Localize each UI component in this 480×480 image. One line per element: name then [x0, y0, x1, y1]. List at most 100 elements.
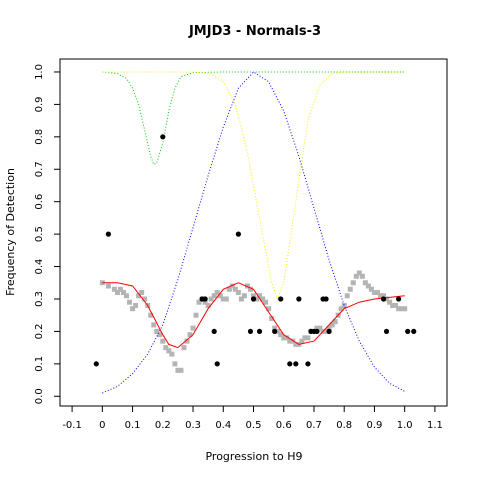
x-tick-label: 0.3 [185, 420, 201, 431]
y-tick-label: 0.9 [34, 96, 45, 112]
gray-data-point [208, 296, 214, 302]
black-data-point [278, 296, 284, 302]
black-data-point [160, 134, 166, 140]
gray-data-point [332, 319, 338, 325]
y-tick-label: 0.3 [34, 291, 45, 307]
chart-title: JMJD3 - Normals-3 [188, 24, 321, 39]
black-data-point [383, 328, 390, 335]
gray-data-point [257, 293, 263, 299]
gray-data-point [151, 322, 157, 328]
gray-data-point [196, 299, 202, 305]
gray-data-point [202, 299, 208, 305]
black-data-point [250, 296, 257, 302]
y-tick-label: 0.2 [34, 323, 45, 339]
gray-data-point [120, 289, 126, 295]
y-tick-label: 0.4 [34, 259, 45, 275]
gray-data-point [381, 293, 387, 299]
gray-data-point [402, 306, 408, 312]
gray-data-point [127, 299, 133, 305]
gray-data-point [299, 338, 305, 344]
gray-data-point [232, 286, 238, 292]
black-data-point [411, 328, 417, 335]
gray-data-point [281, 335, 287, 341]
gray-data-point [356, 270, 362, 276]
gray-data-point [390, 302, 396, 308]
gray-data-point [266, 306, 272, 312]
y-tick-label: 0.6 [34, 194, 45, 210]
gray-data-point [314, 325, 320, 331]
blue-curve [102, 71, 405, 394]
gray-data-point [387, 299, 393, 305]
black-data-point [93, 361, 99, 367]
x-tick-label: 0.1 [125, 420, 141, 431]
x-tick-label: 0.4 [215, 420, 231, 431]
gray-data-point [247, 286, 253, 292]
y-tick-label: 1.0 [34, 64, 45, 80]
y-tick-label: 0.7 [34, 161, 45, 177]
gray-data-point [244, 283, 250, 289]
gray-data-point [399, 306, 405, 312]
gray-data-point [305, 335, 311, 341]
gray-data-point [211, 293, 217, 299]
x-tick-label: 0.8 [336, 420, 352, 431]
black-data-point [247, 328, 254, 335]
gray-data-point [133, 302, 139, 308]
y-tick-label: 0.8 [34, 129, 45, 145]
gray-data-point [251, 293, 256, 299]
x-tick-label: 0.5 [246, 420, 262, 431]
x-tick-label: 1.0 [397, 420, 413, 431]
series-layer [93, 71, 417, 394]
gray-data-point [278, 332, 284, 338]
x-tick-label: 0.7 [306, 420, 322, 431]
gray-data-point [130, 306, 136, 312]
red-curve [102, 282, 405, 349]
black-data-point [314, 328, 320, 335]
gray-data-point [384, 296, 390, 302]
gray-data-point [377, 293, 383, 299]
gray-data-point [193, 312, 199, 318]
gray-data-point [139, 289, 145, 295]
gray-data-point [341, 302, 347, 308]
gray-data-point [124, 293, 130, 299]
gray-data-point [323, 328, 329, 334]
x-tick-label: 0.2 [155, 420, 171, 431]
gray-data-point [163, 345, 169, 351]
gray-data-point [329, 322, 335, 328]
black-data-point [405, 328, 411, 335]
x-tick-label: 0.6 [276, 420, 292, 431]
y-tick-label: 0.5 [34, 226, 45, 242]
gray-data-point [160, 338, 166, 344]
gray-data-point [368, 286, 374, 292]
gray-data-point [347, 286, 353, 292]
gray-data-point [190, 325, 196, 331]
green-curve [102, 71, 405, 166]
gray-data-point [359, 273, 365, 279]
black-data-point [296, 296, 302, 302]
gray-data-point [229, 283, 235, 289]
gray-data-point [172, 361, 178, 367]
gray-data-point [365, 283, 371, 289]
gray-data-point [284, 335, 290, 341]
gray-data-point [226, 286, 232, 292]
black-data-point [272, 328, 278, 335]
gray-data-point [317, 325, 323, 331]
x-tick-label: -0.1 [62, 420, 82, 431]
gray-data-point [235, 289, 241, 295]
gray-data-point [178, 367, 184, 373]
gray-data-point [223, 296, 229, 302]
black-data-point [105, 231, 111, 237]
black-data-point [235, 231, 241, 237]
black-data-point [211, 328, 217, 335]
gray-data-point [350, 280, 356, 286]
gray-data-point [154, 328, 160, 334]
black-data-point [202, 296, 208, 302]
gray-data-point [287, 338, 293, 344]
gray-data-point [214, 289, 220, 295]
gray-data-point [302, 335, 308, 341]
black-data-point [396, 296, 402, 302]
gray-data-point [326, 325, 332, 331]
gray-data-point [353, 273, 359, 279]
gray-data-point [371, 289, 377, 295]
gray-data-point [220, 296, 226, 302]
